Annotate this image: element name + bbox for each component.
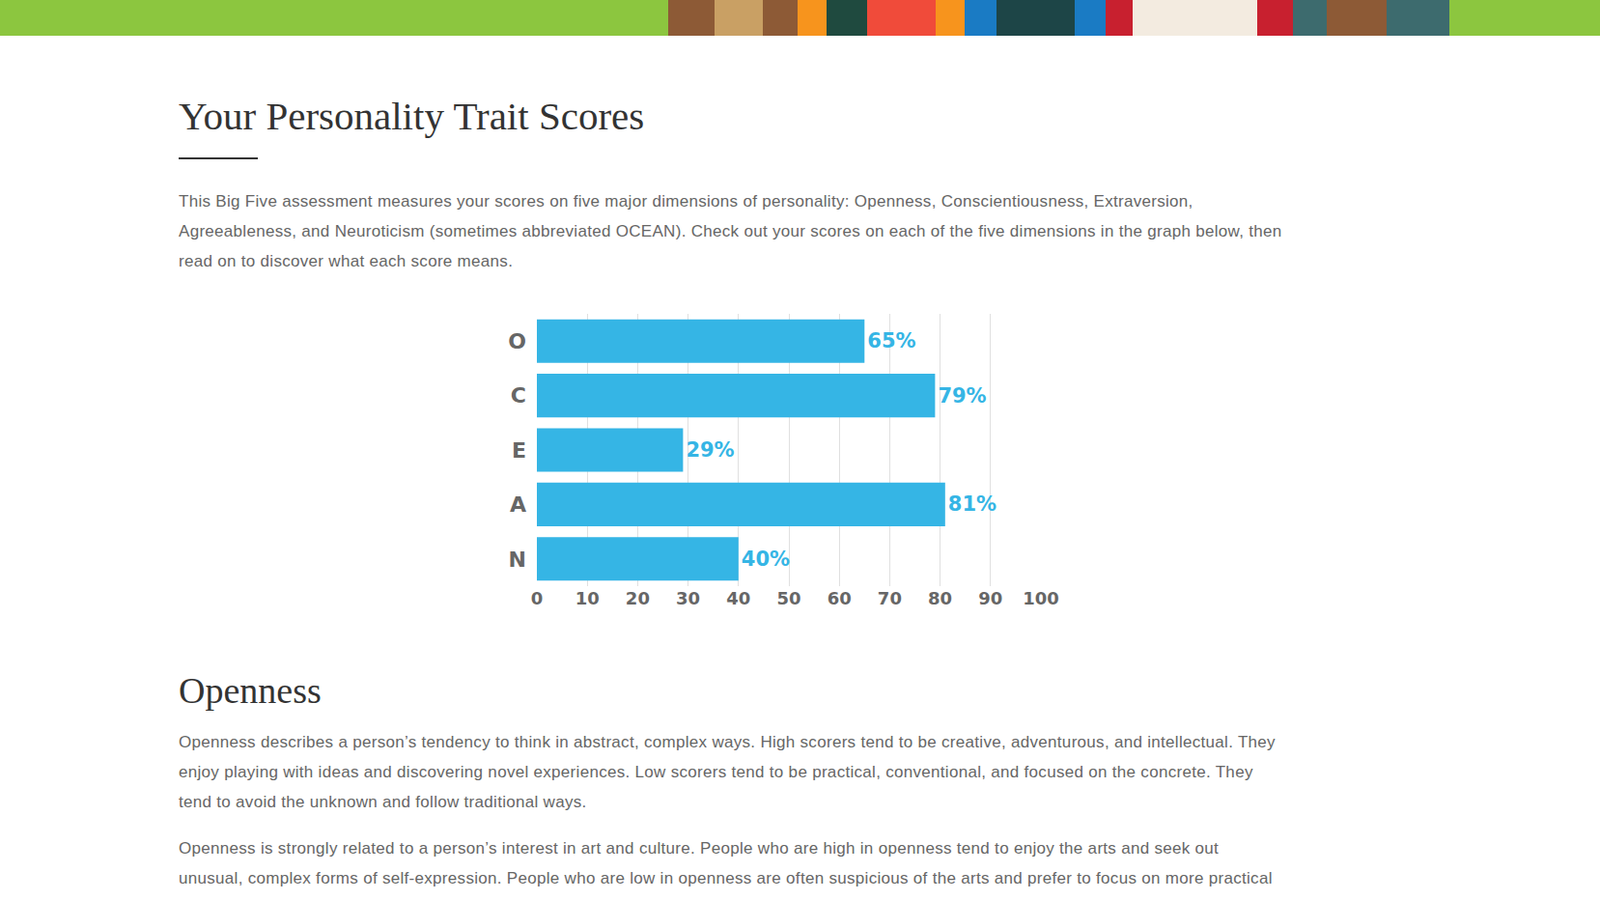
svg-text:81%: 81% — [948, 492, 997, 516]
svg-text:80: 80 — [927, 588, 953, 609]
svg-text:30: 30 — [675, 588, 701, 609]
svg-text:A: A — [509, 492, 527, 517]
svg-text:40: 40 — [726, 588, 751, 609]
html-text:Openness: Openness — [178, 670, 322, 711]
html-text:read on to discover what each: read on to discover what each score mean… — [178, 252, 513, 271]
svg-text:79%: 79% — [937, 384, 986, 408]
html-text:enjoy playing with ideas and d: enjoy playing with ideas and discovering… — [178, 762, 1254, 782]
svg-text:0: 0 — [531, 588, 544, 609]
svg-text:10: 10 — [575, 588, 600, 609]
svg-text:C: C — [510, 383, 527, 408]
svg-text:E: E — [511, 438, 527, 463]
html-text:tend to avoid the unknown and: tend to avoid the unknown and follow tra… — [178, 792, 587, 812]
svg-text:40%: 40% — [741, 547, 790, 571]
html-text:Openness describes a person’s: Openness describes a person’s tendency t… — [178, 732, 1276, 752]
svg-text:60: 60 — [827, 588, 852, 609]
svg-text:20: 20 — [625, 588, 650, 609]
html-text:unusual, complex forms of self: unusual, complex forms of self-expressio… — [178, 869, 1273, 888]
svg-text:70: 70 — [877, 588, 902, 609]
svg-text:90: 90 — [978, 588, 1003, 609]
svg-text:100: 100 — [1022, 588, 1060, 609]
html-text:Your Personality Trait Scores: Your Personality Trait Scores — [178, 93, 645, 139]
svg-text:N: N — [508, 547, 527, 572]
html-text:Openness is strongly related t: Openness is strongly related to a person… — [178, 839, 1219, 858]
svg-text:29%: 29% — [685, 438, 734, 462]
svg-text:65%: 65% — [867, 329, 916, 353]
html-text:This Big Five assessment measu: This Big Five assessment measures your s… — [178, 192, 1194, 211]
svg-text:O: O — [507, 329, 527, 354]
html-text:Agreeableness, and Neuroticism: Agreeableness, and Neuroticism (sometime… — [178, 222, 1282, 241]
svg-text:50: 50 — [776, 588, 801, 609]
